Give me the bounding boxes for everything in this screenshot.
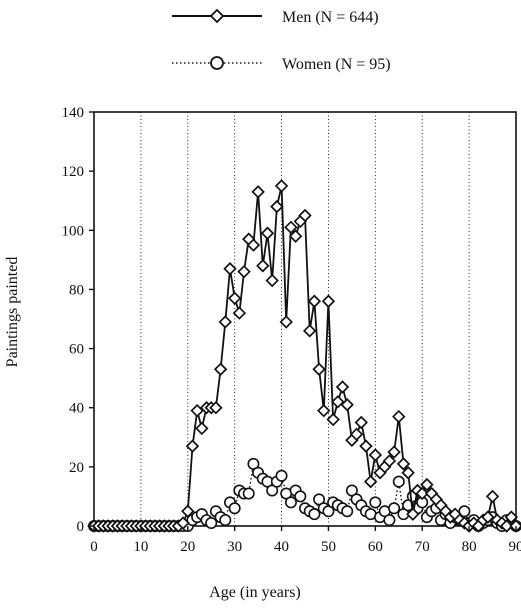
plot-frame: [93, 111, 517, 527]
data-point-men-46: [302, 324, 317, 338]
data-point-men-32: [237, 264, 251, 279]
data-point-men-84: [481, 510, 495, 524]
x-tick-label-80: 80: [462, 539, 477, 555]
ticks: 0 10 20 30 40 50 60 70 80 90 0 20 40 60 80 100 120 140: [62, 105, 521, 555]
data-point-men-28: [218, 315, 232, 329]
data-point-men-36: [256, 259, 270, 273]
data-point-men-49: [317, 403, 331, 418]
x-tick-label-10: 10: [133, 539, 148, 555]
x-tick-label-0: 0: [90, 539, 98, 555]
data-point-men-30: [227, 291, 242, 306]
data-point-women-54: [341, 505, 354, 518]
data-point-men-51: [326, 412, 340, 427]
data-point-women-64: [388, 502, 401, 515]
data-point-women-65: [392, 475, 405, 488]
data-point-men-38: [265, 273, 279, 288]
plot-area: 0 10 20 30 40 50 60 70 80 90 0 20 40 60 80 100 120 140: [62, 105, 521, 555]
data-point-men-57: [354, 415, 368, 430]
data-point-men-56: [349, 427, 364, 442]
y-axis-title: Paintings painted: [4, 257, 21, 368]
data-point-men-71: [420, 477, 434, 492]
data-point-men-23: [195, 421, 209, 436]
y-tick-label-40: 40: [69, 401, 84, 417]
data-point-men-54: [340, 398, 354, 412]
data-point-men-89: [504, 510, 519, 524]
data-point-men-52: [331, 395, 345, 409]
data-point-men-21: [185, 439, 200, 453]
data-point-women-47: [308, 508, 321, 521]
data-point-men-68: [406, 507, 420, 521]
data-point-men-47: [307, 294, 322, 308]
x-tick-label-40: 40: [274, 539, 289, 555]
data-point-men-66: [396, 457, 411, 471]
data-point-men-45: [298, 208, 312, 223]
series-line-men: [94, 184, 517, 527]
y-tick-label-100: 100: [62, 223, 85, 239]
data-point-men-27: [213, 362, 228, 376]
y-tick-label-140: 140: [62, 105, 85, 121]
data-point-men-20: [181, 504, 195, 518]
data-point-men-22: [190, 403, 204, 418]
data-point-men-34: [246, 238, 261, 252]
data-point-men-41: [279, 315, 293, 329]
data-point-men-58: [359, 439, 373, 453]
data-point-men-40: [274, 179, 289, 193]
legend: Men (N = 644) Women (N = 95): [172, 8, 391, 73]
data-point-men-63: [382, 454, 397, 468]
data-point-men-70: [415, 486, 429, 501]
x-axis-title: Age (in years): [209, 584, 301, 601]
y-tick-label-60: 60: [69, 342, 84, 358]
series-men: [87, 179, 521, 533]
y-tick-label-120: 120: [62, 164, 85, 180]
data-point-women-44: [294, 490, 307, 503]
legend-marker-women: [210, 56, 224, 70]
x-tick-label-70: 70: [415, 539, 430, 555]
data-point-men-26: [209, 401, 223, 415]
legend-marker-men: [209, 8, 225, 24]
data-point-men-50: [321, 294, 336, 308]
axes: [93, 111, 517, 527]
y-tick-label-20: 20: [69, 460, 84, 476]
data-point-women-30: [228, 502, 241, 515]
data-point-men-37: [260, 226, 275, 240]
data-point-men-19: [176, 516, 190, 530]
y-tick-label-80: 80: [69, 282, 84, 298]
data-point-men-64: [387, 445, 401, 459]
data-point-men-29: [223, 262, 237, 276]
x-tick-label-20: 20: [180, 539, 195, 555]
x-tick-label-30: 30: [227, 539, 242, 555]
data-point-women-25: [205, 517, 218, 530]
data-point-men-65: [392, 409, 406, 424]
data-point-men-85: [485, 489, 500, 504]
data-point-men-53: [335, 380, 350, 394]
data-point-men-59: [363, 474, 378, 489]
data-point-men-43: [288, 229, 303, 243]
x-tick-label-50: 50: [321, 539, 336, 555]
data-point-men-67: [401, 466, 415, 480]
data-point-women-63: [383, 514, 396, 527]
data-point-men-60: [368, 448, 383, 462]
legend-label-women: Women (N = 95): [282, 56, 391, 73]
data-point-women-60: [369, 496, 382, 509]
data-point-men-35: [251, 185, 265, 199]
data-point-men-42: [284, 220, 298, 235]
data-point-women-40: [275, 469, 288, 482]
data-point-men-88: [499, 519, 514, 533]
data-point-women-33: [242, 487, 255, 500]
data-point-men-31: [232, 306, 247, 320]
x-tick-label-60: 60: [368, 539, 383, 555]
legend-label-men: Men (N = 644): [282, 9, 379, 26]
data-point-women-42: [284, 496, 297, 509]
data-point-men-48: [312, 362, 326, 376]
data-point-women-28: [219, 514, 232, 527]
x-tick-label-90: 90: [509, 539, 521, 555]
data-point-men-39: [270, 199, 284, 214]
y-tick-label-0: 0: [77, 519, 85, 535]
series-layer: [87, 179, 521, 533]
